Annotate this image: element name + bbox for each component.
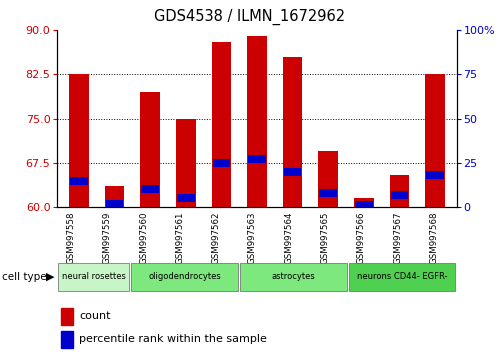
Text: percentile rank within the sample: percentile rank within the sample — [79, 335, 267, 344]
Text: neural rosettes: neural rosettes — [62, 272, 126, 281]
Text: GSM997563: GSM997563 — [248, 211, 257, 264]
Bar — [212, 42, 231, 207]
Bar — [248, 155, 266, 163]
Bar — [284, 168, 301, 176]
Text: GSM997564: GSM997564 — [284, 211, 293, 264]
Bar — [318, 151, 338, 207]
Bar — [141, 185, 159, 193]
Text: GSM997568: GSM997568 — [430, 211, 439, 264]
Bar — [390, 175, 409, 207]
Bar — [176, 119, 196, 207]
Text: GSM997560: GSM997560 — [139, 211, 148, 264]
Bar — [69, 74, 89, 207]
Text: GSM997567: GSM997567 — [393, 211, 402, 264]
Bar — [177, 194, 195, 202]
Bar — [131, 263, 238, 291]
Text: ▶: ▶ — [46, 272, 55, 282]
Bar — [425, 74, 445, 207]
Text: GSM997558: GSM997558 — [66, 211, 75, 264]
Text: GSM997566: GSM997566 — [357, 211, 366, 264]
Bar — [349, 263, 456, 291]
Bar — [319, 189, 337, 197]
Text: oligodendrocytes: oligodendrocytes — [148, 272, 221, 281]
Bar — [70, 177, 88, 184]
Bar — [240, 263, 347, 291]
Bar — [391, 191, 408, 199]
Text: GSM997559: GSM997559 — [103, 211, 112, 264]
Bar — [58, 263, 129, 291]
Text: GSM997561: GSM997561 — [176, 211, 185, 264]
Bar — [61, 308, 72, 325]
Bar — [355, 201, 373, 209]
Text: astrocytes: astrocytes — [271, 272, 315, 281]
Text: neurons CD44- EGFR-: neurons CD44- EGFR- — [357, 272, 448, 281]
Text: GSM997562: GSM997562 — [212, 211, 221, 264]
Text: cell type: cell type — [2, 272, 47, 282]
Bar — [426, 171, 444, 179]
Bar — [283, 57, 302, 207]
Bar — [247, 36, 267, 207]
Bar — [106, 200, 123, 207]
Text: GSM997565: GSM997565 — [320, 211, 329, 264]
Bar — [105, 187, 124, 207]
Bar — [61, 331, 72, 348]
Bar — [354, 198, 374, 207]
Bar — [140, 92, 160, 207]
Text: count: count — [79, 312, 111, 321]
Text: GDS4538 / ILMN_1672962: GDS4538 / ILMN_1672962 — [154, 9, 345, 25]
Bar — [213, 159, 230, 167]
